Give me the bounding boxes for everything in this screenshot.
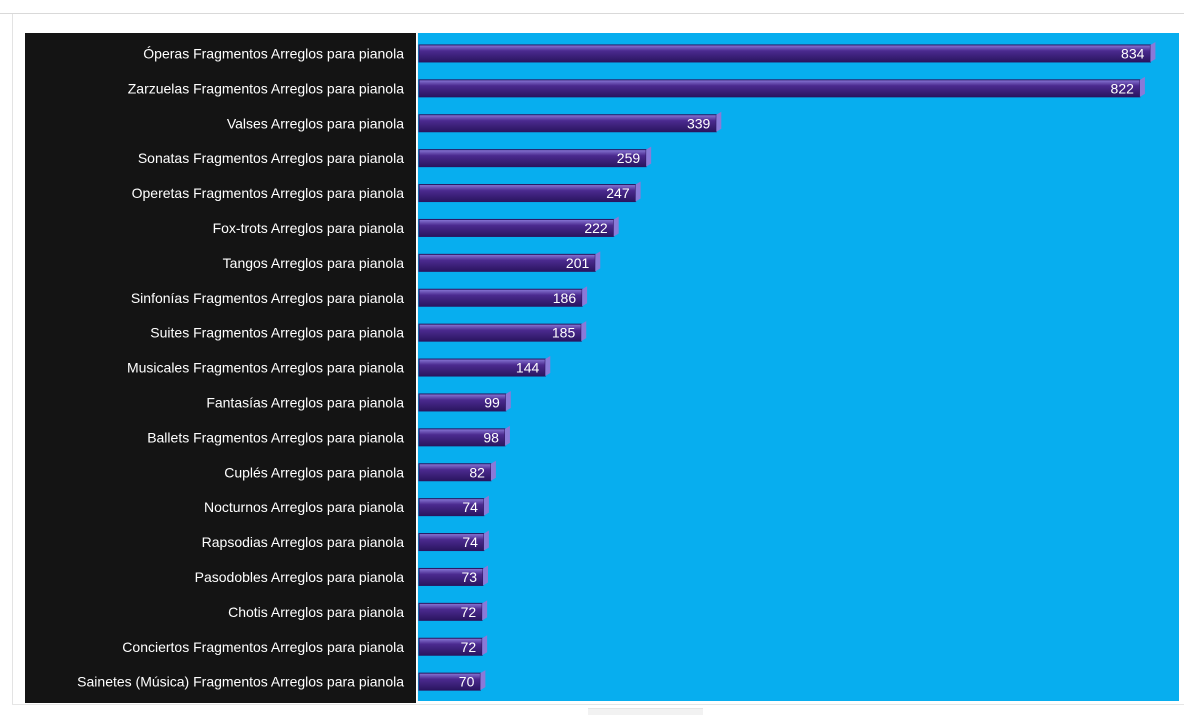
category-axis-labels: Óperas Fragmentos Arreglos para pianola Z…	[77, 45, 404, 689]
frame-bottom-border	[12, 704, 1184, 705]
data-label: 822	[1111, 80, 1135, 96]
category-label: Sinfonías Fragmentos Arreglos para piano…	[131, 290, 404, 306]
bar-end-cap	[480, 670, 486, 691]
bar-end-cap	[482, 635, 488, 656]
bar	[418, 44, 1151, 63]
bar-end-cap	[582, 286, 588, 307]
category-label: Zarzuelas Fragmentos Arreglos para piano…	[128, 80, 404, 96]
data-label: 339	[687, 115, 711, 131]
data-label: 185	[552, 325, 576, 341]
category-label: Suites Fragmentos Arreglos para pianola	[150, 325, 404, 341]
data-label: 259	[617, 150, 641, 166]
bar-end-cap	[482, 600, 488, 621]
category-label: Cuplés Arreglos para pianola	[224, 464, 404, 480]
bar	[418, 79, 1141, 98]
category-label: Óperas Fragmentos Arreglos para pianola	[143, 45, 404, 61]
bar-end-cap	[504, 425, 510, 446]
data-label: 72	[461, 604, 477, 620]
category-label: Pasodobles Arreglos para pianola	[195, 569, 405, 585]
bar-end-cap	[1150, 41, 1156, 62]
bar	[418, 184, 637, 203]
category-label: Nocturnos Arreglos para pianola	[204, 499, 404, 515]
data-label: 98	[483, 429, 499, 445]
data-label: 247	[606, 185, 630, 201]
data-label: 74	[462, 499, 478, 515]
category-label: Ballets Fragmentos Arreglos para pianola	[147, 429, 404, 445]
data-label: 144	[516, 360, 540, 376]
category-label: Fantasías Arreglos para pianola	[206, 394, 404, 410]
data-label: 186	[553, 290, 577, 306]
data-labels: 834 822 339 259 247 222 201 186 185 144 99 98 82 74 74…	[459, 45, 1145, 689]
bar	[418, 114, 717, 133]
bar-end-cap	[613, 216, 619, 237]
data-label: 73	[461, 569, 477, 585]
bar-end-cap	[1139, 76, 1145, 97]
category-label: Rapsodias Arreglos para pianola	[202, 534, 405, 550]
category-label-panel	[25, 33, 416, 703]
data-label: 222	[584, 220, 608, 236]
bar-end-cap	[595, 251, 601, 272]
bar-end-cap	[483, 530, 489, 551]
bar-end-cap	[716, 111, 722, 132]
top-border	[0, 13, 1184, 14]
bar-end-cap	[490, 460, 496, 481]
category-label: Conciertos Fragmentos Arreglos para pian…	[122, 639, 404, 655]
data-label: 72	[461, 639, 477, 655]
data-label: 74	[462, 534, 478, 550]
category-label: Operetas Fragmentos Arreglos para pianol…	[132, 185, 405, 201]
category-label: Valses Arreglos para pianola	[227, 115, 404, 131]
data-label: 99	[484, 394, 500, 410]
frame-left-border	[12, 14, 13, 704]
bar-end-cap	[505, 390, 511, 411]
category-label: Sonatas Fragmentos Arreglos para pianola	[138, 150, 404, 166]
data-label: 70	[459, 674, 475, 690]
bar	[418, 428, 506, 447]
data-label: 82	[469, 464, 485, 480]
data-label: 834	[1121, 45, 1145, 61]
category-label: Sainetes (Música) Fragmentos Arreglos pa…	[77, 674, 404, 690]
bar-end-cap	[646, 146, 652, 167]
data-label: 201	[566, 255, 590, 271]
bar-end-cap	[635, 181, 641, 202]
bar-end-cap	[545, 356, 551, 377]
bar	[418, 149, 647, 168]
category-label: Musicales Fragmentos Arreglos para piano…	[127, 360, 404, 376]
category-label: Tangos Arreglos para pianola	[223, 255, 405, 271]
bar-series	[418, 41, 1156, 691]
bar-end-cap	[483, 495, 489, 516]
category-label: Fox-trots Arreglos para pianola	[213, 220, 405, 236]
category-label: Chotis Arreglos para pianola	[228, 604, 404, 620]
footer-tab	[588, 708, 703, 715]
bar-end-cap	[581, 321, 587, 342]
bar-end-cap	[483, 565, 489, 586]
